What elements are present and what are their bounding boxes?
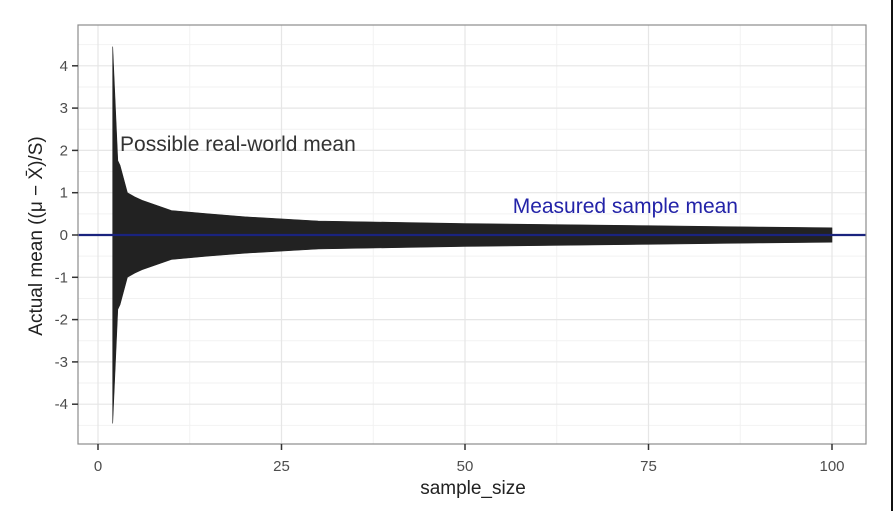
y-tick-label: 1 [60,185,68,202]
y-tick-label: 3 [60,100,68,117]
annotation-real-world-mean: Possible real-world mean [120,133,356,156]
y-axis: 4 3 2 1 0 -1 -2 -3 -4 [55,58,78,413]
x-tick-label: 25 [273,458,290,475]
x-tick-label: 75 [640,458,657,475]
y-axis-title: Actual mean ((μ − X̄)/S) [26,136,47,335]
annotations: Possible real-world mean Measured sample … [120,133,738,218]
y-tick-label: -1 [55,269,68,286]
y-tick-label: -4 [55,396,68,413]
y-tick-label: 4 [60,58,68,75]
x-axis: 0 25 50 75 100 [94,444,845,475]
x-axis-title: sample_size [420,478,526,499]
image-edge [891,0,893,511]
annotation-sample-mean: Measured sample mean [513,195,738,218]
x-tick-label: 50 [457,458,474,475]
x-tick-label: 100 [819,458,844,475]
y-tick-label: -2 [55,312,68,329]
y-tick-label: -3 [55,354,68,371]
y-tick-label: 2 [60,142,68,159]
x-tick-label: 0 [94,458,102,475]
y-tick-label: 0 [60,227,68,244]
